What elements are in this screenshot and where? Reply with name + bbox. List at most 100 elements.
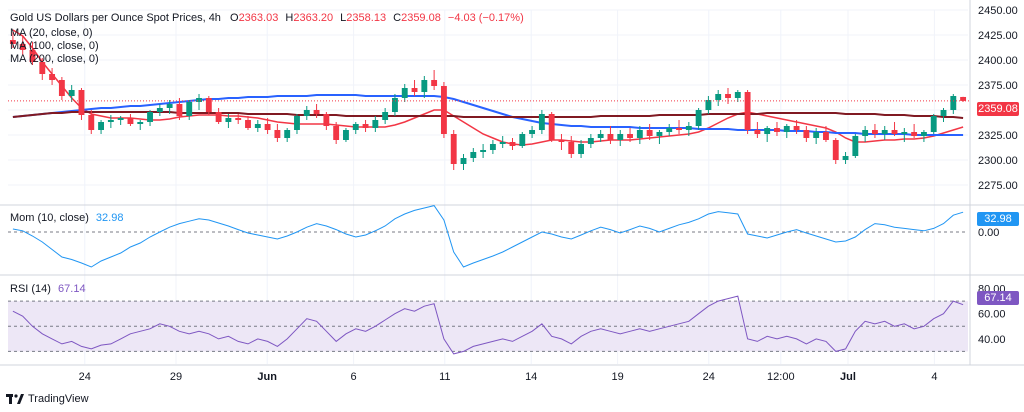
candle [450,130,457,170]
candle-body [744,92,751,130]
tradingview-logo[interactable]: TradingView [6,393,89,405]
ma200-label: MA (200, close, 0) [10,53,99,65]
candle-body [235,118,242,120]
candle [411,80,418,96]
candle-body [440,86,447,134]
candle-body [156,108,163,112]
candle [264,118,271,134]
candle-body [88,115,95,130]
candle-body [656,132,663,136]
time-tick-label: 4 [931,371,937,383]
momentum-legend[interactable]: Mom (10, close) 32.98 [10,212,123,224]
candle-body [196,98,202,102]
ma20-legend[interactable]: MA (20, close, 0) [10,27,93,39]
candle-body [215,112,222,122]
candle-body [725,94,731,98]
candle-body [303,110,310,116]
candle-body [166,104,173,108]
close-value: 2359.08 [401,12,441,24]
candle [852,134,859,158]
candle [636,126,643,144]
time-tick-label: 6 [351,371,357,383]
ma100-label: MA (100, close, 0) [10,40,99,52]
candle-body [176,104,183,116]
candle [862,126,869,142]
candle [352,122,359,134]
candle-body [901,132,908,134]
candle-body [695,110,702,126]
candle [499,136,506,148]
candle-body [127,118,134,124]
candle-body [823,132,829,140]
candle-body [774,128,780,132]
candle-body [617,134,624,140]
candle [421,76,428,98]
candle-body [480,150,487,152]
rsi-line [12,295,964,355]
candle [19,36,26,55]
ma200-legend[interactable]: MA (200, close, 0) [10,53,99,65]
candle [705,96,712,114]
candle [754,122,761,138]
candle [29,42,36,65]
candle-body [734,92,741,98]
high-value: 2363.20 [293,12,334,24]
momentum-line [12,205,964,268]
candle [901,128,908,142]
candle [284,128,291,142]
candle [440,82,447,138]
candle-body [607,134,614,140]
candle [9,32,16,48]
candle-body [960,96,967,101]
candle-body [764,128,771,134]
time-axis[interactable]: 24 29 Jun 6 11 14 19 24 12:00 Jul 4 [79,371,938,383]
candle [538,110,545,134]
candle [480,144,487,158]
candle [783,124,790,138]
candle-body [19,44,26,50]
candle [294,114,300,134]
close-label: C [393,12,402,24]
candle [333,122,340,144]
candle-body [911,132,918,136]
candle-body [499,142,506,144]
candle-body [548,114,555,140]
candle-body [137,122,144,124]
candle-body [421,80,428,92]
main-legend: Gold US Dollars per Ounce Spot Prices, 4… [10,12,524,24]
candle [107,115,114,128]
candle [597,130,604,142]
candle-body [68,90,75,96]
momentum-value: 32.98 [95,212,124,224]
candle-body [205,98,212,112]
candle-body [323,114,330,126]
candle-body [832,140,839,160]
ma20-label: MA (20, close, 0) [10,27,93,39]
price-tick-label: 2425.00 [978,30,1018,42]
candle-body [225,118,232,122]
rsi-label: RSI (14) [10,283,51,295]
ma100-legend[interactable]: MA (100, close, 0) [10,40,99,52]
candle [460,154,467,170]
candle [911,124,918,138]
candle [803,126,810,142]
candle [656,130,663,144]
candle-body [842,156,849,160]
momentum-tick-label: 0.00 [978,227,999,239]
rsi-legend[interactable]: RSI (14) 67.14 [10,283,86,295]
candle-body [587,138,594,144]
candle [186,100,193,120]
rsi-tick-label: 60.00 [978,309,1006,321]
candle [627,128,633,142]
candle [127,114,134,126]
change-value: −4.03 (−0.17%) [447,12,524,24]
candle [196,94,202,110]
candle [313,104,320,118]
low-value: 2358.13 [346,12,387,24]
candle-body [578,144,584,154]
candle [98,120,104,134]
candle-body [558,140,565,142]
candle-body [803,130,810,138]
candle [303,106,310,120]
